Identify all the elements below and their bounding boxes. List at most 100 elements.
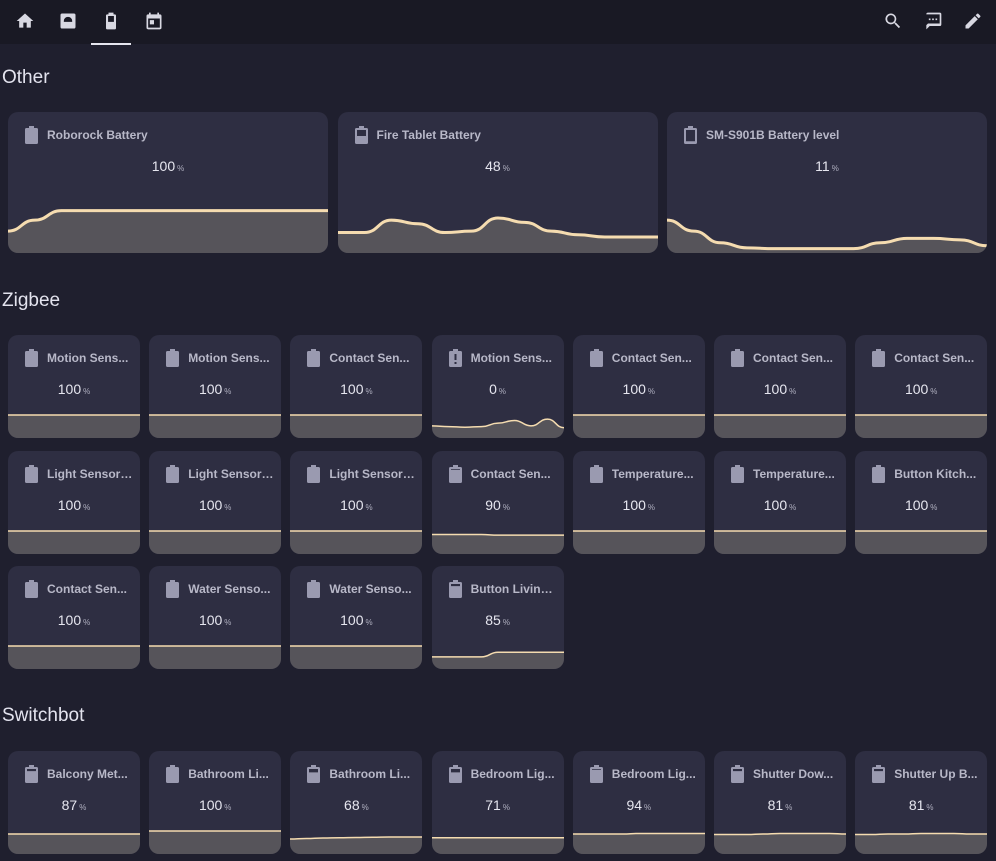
value-unit: % xyxy=(224,502,232,512)
sensor-card-value: 100% xyxy=(8,158,328,174)
history-graph xyxy=(290,836,423,854)
history-graph xyxy=(431,533,564,554)
history-graph xyxy=(8,833,140,854)
sensor-card[interactable]: Temperature... 100% xyxy=(572,450,705,554)
sensor-card[interactable]: Motion Sens... 100% xyxy=(149,335,282,438)
value-number: 100 xyxy=(340,612,364,628)
value-unit: % xyxy=(502,803,510,812)
search-icon[interactable] xyxy=(882,10,904,32)
history-graph xyxy=(337,216,658,253)
sensor-card[interactable]: Light Sensor ... 100% xyxy=(8,450,140,554)
value-unit: % xyxy=(647,387,656,396)
sensor-card[interactable]: Contact Sen... 100% xyxy=(290,335,423,438)
sensor-card[interactable]: Water Senso... 100% xyxy=(290,566,423,669)
sensor-card[interactable]: Motion Sens... 100% xyxy=(8,335,140,438)
sensor-card[interactable]: Button Living... 85% xyxy=(431,566,564,669)
battery-icon xyxy=(25,464,38,483)
sensor-card[interactable]: Light Sensor ... 100% xyxy=(149,450,282,554)
sensor-card-value: 81% xyxy=(714,797,846,813)
history-graph xyxy=(149,414,282,438)
sensor-card-value: 90% xyxy=(432,497,564,513)
value-number: 0 xyxy=(489,381,497,397)
value-unit: % xyxy=(502,618,510,627)
sensor-card[interactable]: Bedroom Lig... 71% xyxy=(431,751,564,854)
sensor-card[interactable]: Motion Sens... 0% xyxy=(431,335,564,438)
sensor-card[interactable]: Bathroom Li... 100% xyxy=(149,751,282,854)
history-graph xyxy=(149,645,282,669)
sensor-card[interactable]: Balcony Met... 87% xyxy=(8,751,140,854)
sensor-card[interactable]: Contact Sen... 100% xyxy=(714,335,846,438)
history-graph xyxy=(290,645,423,669)
value-number: 100 xyxy=(151,158,176,174)
sensor-card[interactable]: Bedroom Lig... 94% xyxy=(572,751,705,854)
section-title-switchbot: Switchbot xyxy=(2,705,85,726)
sensor-card-value: 48% xyxy=(338,158,658,174)
edit-pencil-icon[interactable] xyxy=(962,10,984,32)
value-unit: % xyxy=(79,803,87,812)
history-graph xyxy=(855,529,988,554)
sensor-card[interactable]: Light Sensor ... 100% xyxy=(290,450,423,554)
sensor-card-name: Bathroom Li... xyxy=(188,767,269,781)
history-graph xyxy=(149,529,282,554)
battery-90-icon xyxy=(589,765,603,783)
sensor-card[interactable]: Contact Sen... 100% xyxy=(572,335,705,438)
top-toolbar xyxy=(0,0,996,45)
sensor-card-value: 100% xyxy=(8,497,140,513)
sensor-card-name: Balcony Met... xyxy=(47,767,128,781)
sensor-card[interactable]: Water Senso... 100% xyxy=(149,566,282,669)
sensor-card[interactable]: Fire Tablet Battery 48% xyxy=(337,112,658,253)
value-number: 100 xyxy=(198,381,223,397)
battery-70-icon xyxy=(307,765,321,783)
battery-80-icon xyxy=(731,765,744,783)
battery-80-icon xyxy=(872,765,886,783)
sensor-card-value: 87% xyxy=(8,797,140,813)
sensor-card-value: 100% xyxy=(855,381,987,397)
history-graph xyxy=(431,418,564,438)
sensor-card[interactable]: Shutter Dow... 81% xyxy=(714,751,846,854)
sensor-card[interactable]: Contact Sen... 100% xyxy=(855,335,988,438)
sensor-card-name: Button Living... xyxy=(470,582,557,596)
sensor-card[interactable]: Button Kitch... 100% xyxy=(855,450,988,554)
history-graph xyxy=(149,830,282,854)
sensor-card-name: Shutter Dow... xyxy=(753,767,834,781)
sensor-card[interactable]: Contact Sen... 100% xyxy=(8,566,140,669)
value-unit: % xyxy=(644,803,652,812)
sensor-card[interactable]: Roborock Battery 100% xyxy=(8,112,328,253)
history-graph xyxy=(572,529,705,554)
value-number: 100 xyxy=(198,612,223,628)
robot-vacuum-icon[interactable] xyxy=(57,10,79,32)
battery-icon[interactable] xyxy=(100,10,122,32)
assist-chat-icon[interactable] xyxy=(922,10,944,32)
sensor-card[interactable]: Temperature... 100% xyxy=(714,450,846,554)
sensor-card-name: Contact Sen... xyxy=(329,351,410,365)
value-number: 71 xyxy=(485,797,501,813)
sensor-card-name: Contact Sen... xyxy=(470,466,551,481)
history-graph xyxy=(667,218,987,253)
sensor-card-value: 100% xyxy=(149,797,281,813)
value-number: 100 xyxy=(340,496,364,513)
active-tab-indicator xyxy=(91,43,131,45)
value-number: 100 xyxy=(198,496,223,513)
home-icon[interactable] xyxy=(14,10,36,32)
calendar-icon[interactable] xyxy=(143,10,165,32)
sensor-card-name: Shutter Up B... xyxy=(894,767,978,781)
sensor-card-name: Motion Sens... xyxy=(188,351,270,365)
value-number: 11 xyxy=(815,158,830,174)
value-unit: % xyxy=(365,618,373,627)
sensor-card-name: Button Kitch... xyxy=(894,466,977,481)
sensor-card-name: Motion Sens... xyxy=(470,351,552,365)
sensor-card[interactable]: Bathroom Li... 68% xyxy=(290,751,423,854)
sensor-card-value: 100% xyxy=(149,381,281,397)
value-unit: % xyxy=(831,164,839,173)
value-unit: % xyxy=(177,164,185,173)
sensor-card[interactable]: Contact Sen... 90% xyxy=(431,450,564,554)
value-number: 100 xyxy=(198,797,223,813)
history-graph xyxy=(8,209,328,253)
sensor-card[interactable]: SM-S901B Battery level 11% xyxy=(667,112,987,253)
battery-icon xyxy=(872,349,886,367)
battery-icon xyxy=(731,464,744,483)
sensor-card-value: 100% xyxy=(149,612,281,628)
value-unit: % xyxy=(83,502,91,512)
section-title-other: Other xyxy=(2,67,50,88)
sensor-card[interactable]: Shutter Up B... 81% xyxy=(855,751,988,854)
